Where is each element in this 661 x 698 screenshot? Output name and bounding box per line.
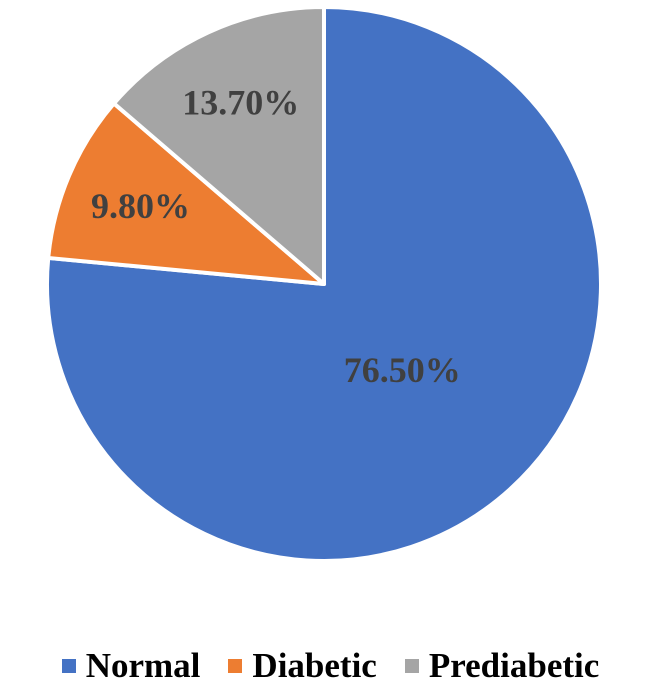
- pie-slice-prediabetic: [111, 5, 326, 286]
- legend-label-prediabetic: Prediabetic: [428, 646, 600, 685]
- legend-item-prediabetic: Prediabetic: [404, 646, 600, 686]
- data-label-prediabetic: 13.70%: [182, 83, 299, 123]
- chart-legend: Normal Diabetic Prediabetic: [0, 634, 661, 698]
- legend-swatch-diabetic: [228, 659, 243, 673]
- pie-slice-normal: [45, 5, 603, 563]
- pie-slices: [45, 5, 603, 563]
- pie-chart: 76.50% 9.80% 13.70%: [45, 5, 603, 563]
- pie-slice-diabetic: [46, 101, 326, 286]
- pie-data-labels: 76.50% 9.80% 13.70%: [91, 83, 461, 390]
- data-label-normal: 76.50%: [344, 350, 461, 390]
- legend-swatch-prediabetic: [404, 659, 419, 673]
- legend-label-diabetic: Diabetic: [252, 646, 377, 685]
- legend-item-normal: Normal: [61, 646, 201, 686]
- legend-item-diabetic: Diabetic: [228, 646, 377, 686]
- legend-swatch-normal: [61, 659, 76, 673]
- data-label-diabetic: 9.80%: [91, 186, 190, 226]
- legend-label-normal: Normal: [85, 646, 201, 685]
